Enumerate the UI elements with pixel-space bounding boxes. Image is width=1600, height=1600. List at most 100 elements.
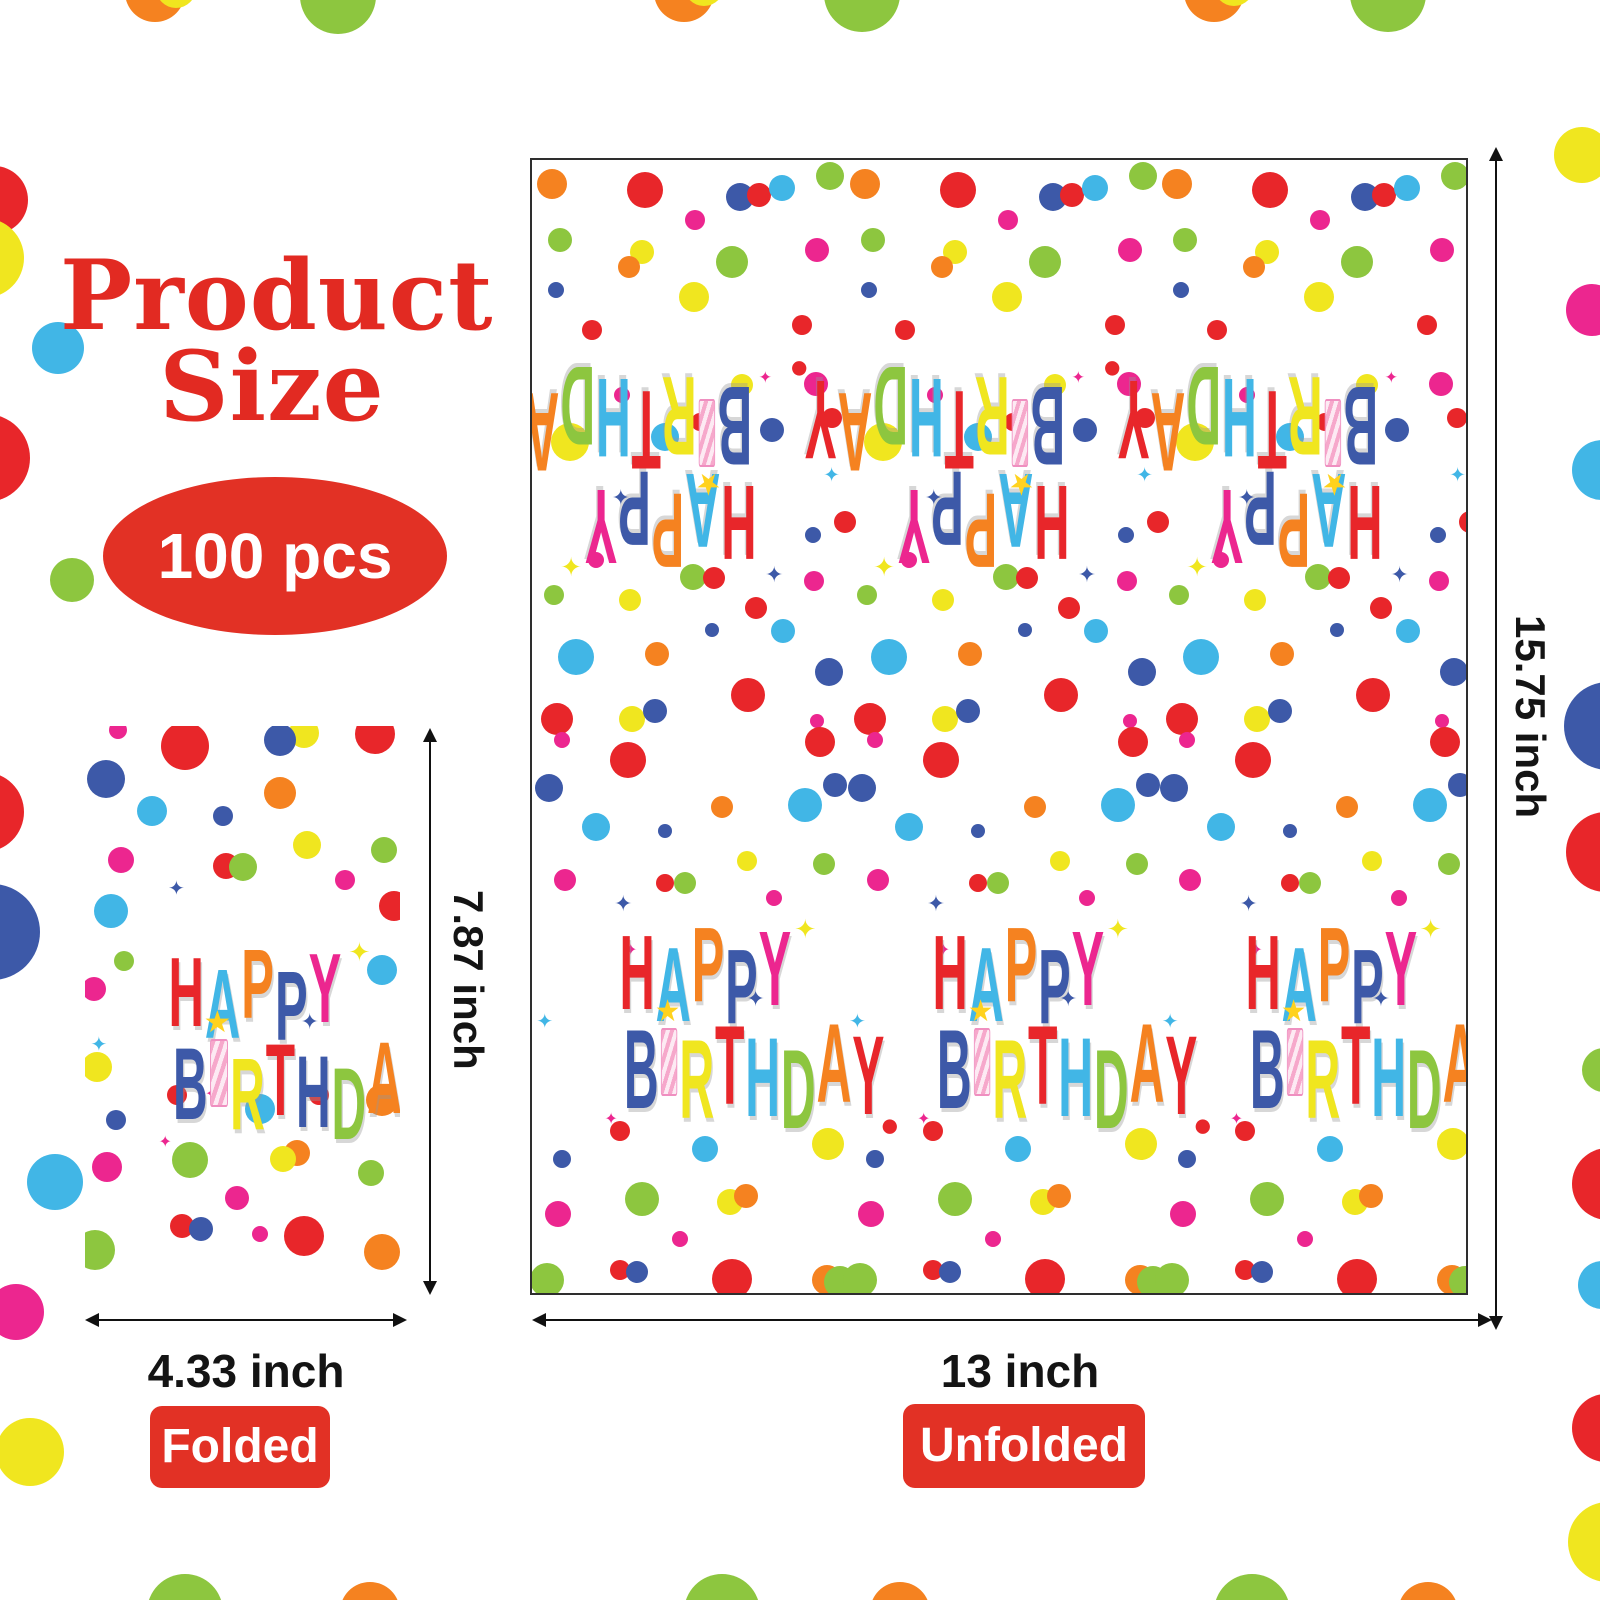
hb-letter: A (1442, 1007, 1466, 1119)
dot (1281, 874, 1300, 892)
hb-letter: P (652, 471, 685, 589)
dot (1336, 796, 1359, 818)
dot (1015, 567, 1038, 589)
dot (1430, 527, 1447, 543)
dot (842, 1263, 877, 1293)
candle-star-icon: ★ (202, 1005, 231, 1040)
hb-letter: T (1028, 1003, 1058, 1128)
hb-letter: T (715, 1003, 745, 1128)
dot (1017, 623, 1032, 637)
dot (760, 418, 784, 442)
happy-birthday-text-flipped: HAPPY B★RTHDAY● ✦ ✦ ✦ ✦ (1102, 343, 1466, 589)
dot (931, 589, 954, 611)
dot (804, 571, 824, 591)
candle-icon: ★ (968, 997, 993, 1096)
dot (834, 511, 856, 533)
dot (553, 1150, 571, 1168)
dot (1362, 851, 1383, 871)
dot (716, 246, 748, 278)
hb-letter: P (1277, 471, 1310, 589)
dot (625, 1182, 659, 1216)
dot (1081, 175, 1108, 201)
dot (335, 870, 355, 890)
hb-letter: Y (1165, 1013, 1198, 1138)
candle-icon: ★ (1009, 399, 1034, 501)
dot (815, 658, 843, 686)
dot (1235, 1121, 1256, 1141)
folded-height-arrow (423, 728, 437, 1295)
happy-birthday-text: HAPPY B★RTHDAY● ✦✦✦✦ (1162, 912, 1466, 1146)
dot (813, 853, 835, 875)
dot (284, 1216, 324, 1256)
dot (137, 796, 167, 826)
dot (857, 1201, 884, 1227)
dot (805, 727, 835, 757)
hb-letter: H (908, 355, 944, 480)
piece-count-label: 100 pcs (157, 520, 393, 592)
dot (1178, 1150, 1197, 1168)
dot (1117, 527, 1134, 543)
hb-letter: R (992, 1017, 1028, 1142)
sparkle-icon: ✦ (1071, 367, 1086, 386)
dot (651, 423, 679, 451)
hb-letter: D (1186, 343, 1221, 468)
sparkle-icon: ✦ (624, 940, 638, 959)
sparkle-icon: ✦ (536, 1009, 554, 1033)
hb-letter: P (692, 906, 725, 1024)
folded-badge-label: Folded (161, 1420, 319, 1473)
sparkle-icon: ✦ (1185, 550, 1208, 580)
hb-letter: R (1305, 1017, 1340, 1142)
dot (853, 703, 886, 735)
dot (849, 169, 880, 199)
sparkle-icon: ✦ (1059, 987, 1078, 1012)
piece-count-badge: 100 pcs (103, 477, 447, 635)
dot (645, 642, 669, 666)
dot (619, 706, 645, 732)
dot (997, 210, 1018, 230)
dot (1116, 571, 1137, 591)
dot (810, 714, 824, 728)
dot (812, 1128, 844, 1160)
dot (866, 869, 889, 891)
page-title: Product Size (60, 247, 493, 434)
dot (734, 1184, 758, 1208)
dot (87, 760, 125, 798)
hb-letter: R (662, 353, 697, 478)
dot (0, 1284, 44, 1340)
dot (870, 639, 907, 675)
hb-letter: B (172, 1027, 208, 1141)
dot (1317, 1136, 1344, 1162)
hb-letter: A (655, 926, 692, 1044)
hb-letter: T (944, 367, 975, 492)
dot (264, 726, 296, 756)
hb-letter: H (745, 1015, 781, 1140)
dot (213, 806, 233, 826)
dot (656, 874, 674, 892)
dot (537, 169, 567, 199)
dot (309, 1085, 329, 1105)
dot (747, 183, 771, 207)
dot (1396, 619, 1421, 643)
birthday-word: B★RTHDAY● (624, 997, 900, 1146)
hb-letter: P (240, 929, 274, 1039)
dot (1459, 511, 1466, 533)
dot (1179, 869, 1202, 891)
dot (545, 1201, 571, 1227)
dot (1385, 418, 1410, 442)
dot (264, 777, 296, 809)
dot (1004, 1136, 1031, 1162)
sparkle-icon: ✦ (611, 483, 631, 508)
dot (106, 1110, 126, 1130)
dot (823, 773, 847, 797)
dot (293, 831, 321, 859)
dot (610, 1121, 630, 1141)
sparkle-icon: ✦ (1384, 367, 1398, 386)
dot (1441, 162, 1466, 190)
dot (1146, 511, 1169, 533)
dot (1372, 183, 1397, 207)
sparkle-icon: ✦ (936, 940, 951, 959)
hb-letter: B (936, 1007, 972, 1132)
happy-word: HAPPY (932, 912, 1104, 1040)
dot (1437, 1128, 1466, 1160)
